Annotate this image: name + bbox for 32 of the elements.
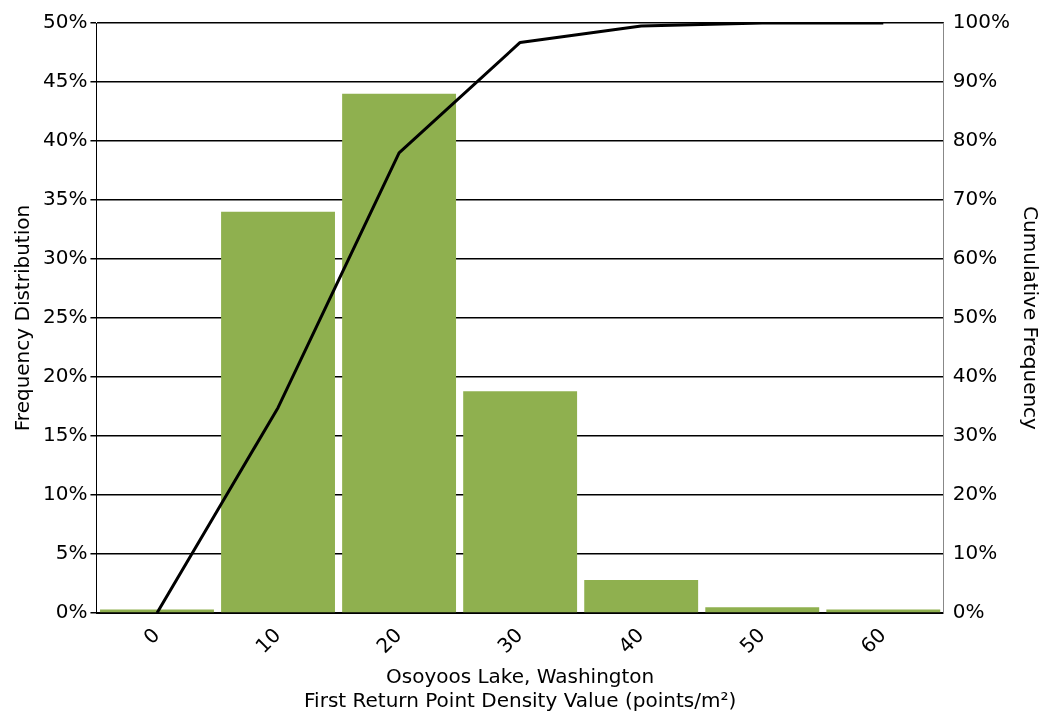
- y-tick-label: 15%: [43, 422, 88, 447]
- y2-tick-label: 30%: [952, 422, 998, 447]
- y-tick-label: 5%: [55, 540, 88, 565]
- x-tick-label: 0: [138, 622, 165, 649]
- y2-tick-label: 20%: [952, 481, 998, 506]
- y-tick-label: 45%: [43, 68, 88, 93]
- y2-axis-title: Cumulative Frequency: [1018, 206, 1043, 431]
- x-tick-label: 20: [371, 622, 407, 658]
- y2-tick-label: 40%: [952, 363, 998, 388]
- y2-tick-label: 10%: [952, 540, 998, 565]
- y2-tick-label: 80%: [952, 127, 998, 152]
- y-tick-label: 0%: [55, 599, 88, 624]
- y2-tick-label: 90%: [952, 68, 998, 93]
- y-axis-title: Frequency Distribution: [10, 204, 35, 432]
- y-tick-label: 25%: [43, 304, 88, 329]
- y2-tick-label: 60%: [952, 245, 998, 270]
- y2-tick-label: 0%: [952, 599, 985, 624]
- y-tick-label: 35%: [43, 186, 88, 211]
- y2-tick-label: 100%: [952, 9, 1011, 34]
- x-tick-label: 50: [734, 622, 770, 658]
- y-tick-label: 50%: [43, 9, 88, 34]
- y-tick-label: 30%: [43, 245, 88, 270]
- x-tick-label: 10: [250, 622, 286, 658]
- x-tick-label: 40: [613, 622, 649, 658]
- y-tick-label: 40%: [43, 127, 88, 152]
- x-tick-label: 60: [855, 622, 891, 658]
- y-tick-label: 20%: [43, 363, 88, 388]
- y2-tick-label: 70%: [952, 186, 998, 211]
- x-tick-label: 30: [492, 622, 528, 658]
- x-axis-title: Osoyoos Lake, Washington First Return Point Density Value (points/m²): [304, 664, 737, 713]
- y2-tick-label: 50%: [952, 304, 998, 329]
- y-tick-label: 10%: [43, 481, 88, 506]
